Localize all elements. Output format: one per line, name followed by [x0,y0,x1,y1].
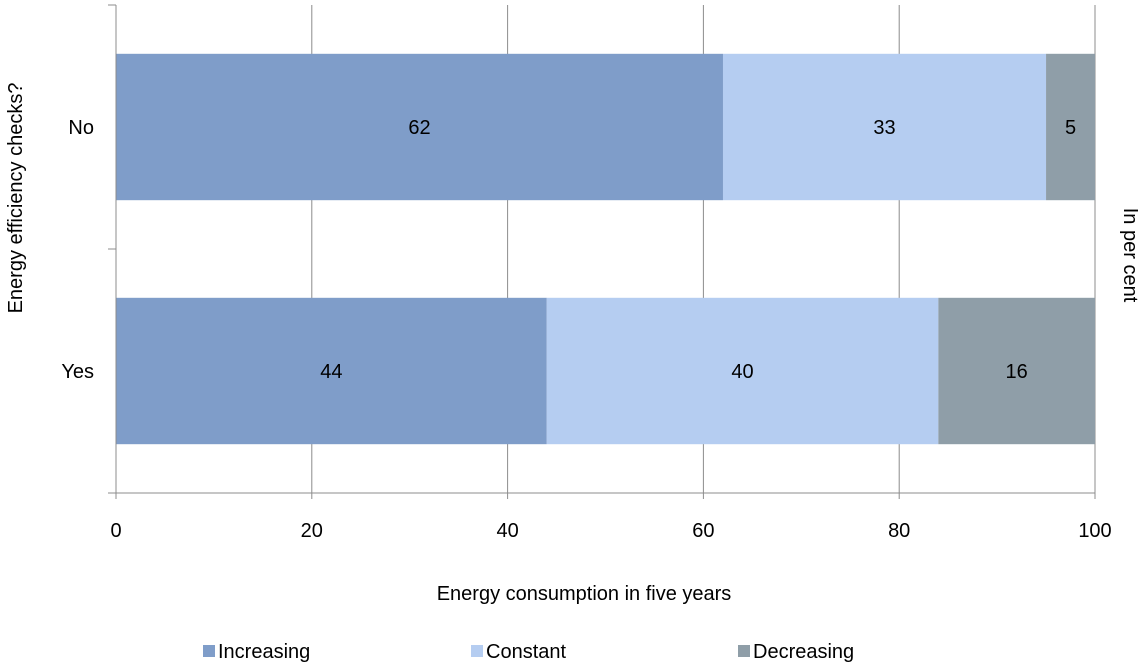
y-tick-label-no: No [68,117,94,139]
x-tick-label-80: 80 [888,520,910,542]
x-tick-label-60: 60 [692,520,714,542]
x-tick-label-20: 20 [301,520,323,542]
legend-swatch-increasing [203,645,215,657]
y-tick-label-yes: Yes [61,361,94,383]
data-label-constant-yes: 40 [731,361,753,383]
axes: 0 20 40 60 80 100 No Yes [61,4,1112,542]
legend-swatch-decreasing [738,645,750,657]
bar-increasing-no [116,53,723,201]
x-tick-label-40: 40 [496,520,518,542]
legend-label-decreasing: Decreasing [753,641,854,663]
bar-decreasing-no [1046,53,1095,201]
x-tick-label-100: 100 [1078,520,1111,542]
secondary-axis-title: In per cent [1119,208,1141,303]
bar-constant-yes [546,297,939,445]
data-label-increasing-yes: 44 [320,361,342,383]
legend: Increasing Constant Decreasing [203,641,854,663]
data-label-decreasing-no: 5 [1065,117,1076,139]
legend-swatch-constant [471,645,483,657]
legend-label-increasing: Increasing [218,641,310,663]
bars: 62 33 5 44 40 16 [116,53,1095,445]
bar-decreasing-yes [938,297,1095,445]
y-axis-title: Energy efficiency checks? [5,83,27,314]
legend-label-constant: Constant [486,641,566,663]
data-label-decreasing-yes: 16 [1006,361,1028,383]
bar-constant-no [722,53,1047,201]
bar-increasing-yes [116,297,547,445]
x-tick-label-0: 0 [110,520,121,542]
data-label-constant-no: 33 [873,117,895,139]
data-label-increasing-no: 62 [408,117,430,139]
x-axis-title: Energy consumption in five years [437,583,732,605]
